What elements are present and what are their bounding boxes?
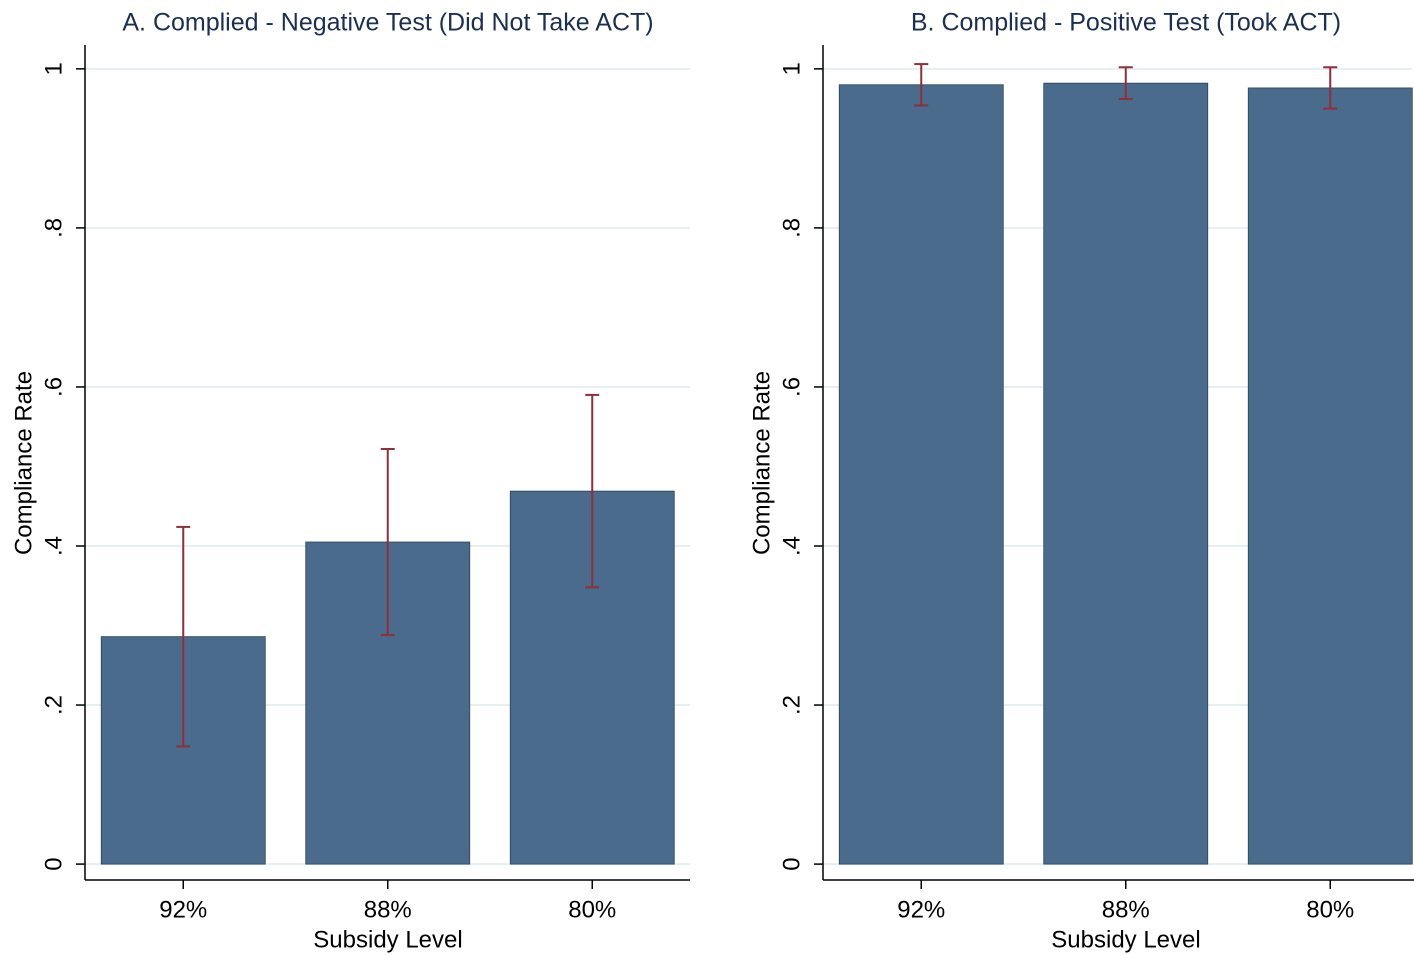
y-axis-title: Compliance Rate (748, 371, 775, 555)
x-tick-label: 92% (897, 896, 945, 923)
bar (838, 84, 1004, 865)
bar (1043, 82, 1209, 865)
y-tick-label: .4 (40, 536, 67, 556)
y-tick-label: .2 (40, 695, 67, 715)
error-bar (176, 525, 191, 748)
y-tick-label: 1 (778, 62, 805, 75)
bar (1247, 87, 1413, 865)
x-tick-label: 88% (1102, 896, 1150, 923)
y-tick-label: 0 (40, 857, 67, 870)
x-tick-label: 92% (159, 896, 207, 923)
y-tick-label: .2 (778, 695, 805, 715)
x-tick-label: 80% (1306, 896, 1354, 923)
x-axis-title: Subsidy Level (1051, 926, 1200, 953)
x-axis-title: Subsidy Level (313, 926, 462, 953)
error-bar (914, 63, 929, 107)
chart-title: A. Complied - Negative Test (Did Not Tak… (122, 9, 653, 37)
error-bar (1118, 66, 1133, 101)
y-tick-label: 0 (778, 857, 805, 870)
y-tick-label: .6 (40, 377, 67, 397)
y-tick-label: .8 (778, 218, 805, 238)
y-tick-label: 1 (40, 62, 67, 75)
y-axis-title: Compliance Rate (10, 371, 37, 555)
error-bar (1323, 66, 1338, 110)
x-tick-label: 80% (568, 896, 616, 923)
y-tick-label: .8 (40, 218, 67, 238)
error-bar (380, 447, 395, 637)
error-bar (585, 393, 600, 589)
chart-title: B. Complied - Positive Test (Took ACT) (911, 9, 1341, 37)
x-tick-label: 88% (364, 896, 412, 923)
y-tick-label: .6 (778, 377, 805, 397)
y-tick-label: .4 (778, 536, 805, 556)
